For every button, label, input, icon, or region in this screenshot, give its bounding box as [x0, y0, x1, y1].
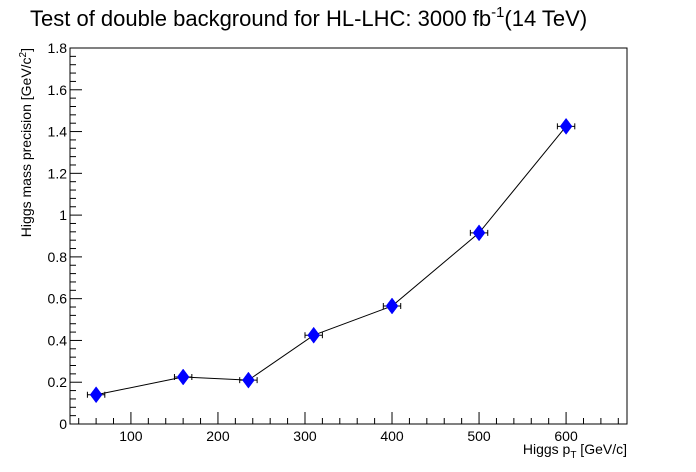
y-tick-label: 0.2	[48, 374, 68, 390]
y-axis-label-tail: ]	[18, 48, 34, 52]
chart-title-superscript: -1	[491, 4, 504, 21]
y-tick-label: 1.8	[48, 40, 68, 56]
x-tick-label: 300	[293, 428, 317, 444]
x-tick-label: 600	[554, 428, 578, 444]
x-tick-label: 100	[119, 428, 143, 444]
y-tick-label: 0	[59, 416, 67, 432]
x-tick-label: 200	[206, 428, 230, 444]
data-point	[559, 117, 573, 135]
series-line	[95, 125, 567, 396]
x-axis-label-unit: [GeV/c]	[576, 441, 627, 457]
chart-title-main: Test of double background for HL-LHC: 30…	[30, 6, 491, 31]
chart-title-tail: (14 TeV)	[504, 6, 587, 31]
x-axis-label-main: Higgs p	[523, 441, 571, 457]
data-point	[307, 326, 321, 344]
y-axis-ticks: 0 0.2 0.4 0.6 0.8 1 1.2 1.4 1.6 1.8	[48, 40, 82, 432]
y-axis-label: Higgs mass precision [GeV/c2]	[18, 48, 34, 237]
y-tick-label: 1	[59, 207, 67, 223]
chart-title: Test of double background for HL-LHC: 30…	[30, 4, 587, 31]
x-axis-label-subscript: T	[570, 450, 576, 461]
data-point	[176, 368, 190, 386]
y-axis-label-main: Higgs mass precision [GeV/c	[18, 57, 34, 237]
y-axis-label-superscript: 2	[18, 51, 29, 57]
y-tick-label: 0.4	[48, 332, 68, 348]
data-point	[242, 371, 255, 389]
data-series	[86, 117, 576, 404]
x-tick-label: 500	[467, 428, 491, 444]
x-axis-ticks: 100 200 300 400 500 600	[78, 412, 619, 444]
data-point	[89, 386, 103, 404]
plot-area-border	[69, 47, 628, 425]
x-tick-label: 400	[380, 428, 404, 444]
data-point	[385, 297, 399, 315]
plot-frame	[69, 47, 628, 425]
y-tick-label: 0.6	[48, 291, 68, 307]
y-tick-label: 1.4	[48, 124, 68, 140]
y-tick-label: 1.2	[48, 165, 68, 181]
y-tick-label: 1.6	[48, 82, 68, 98]
data-point	[472, 224, 486, 242]
x-axis-label: Higgs pT [GeV/c]	[523, 441, 627, 461]
y-tick-label: 0.8	[48, 249, 68, 265]
